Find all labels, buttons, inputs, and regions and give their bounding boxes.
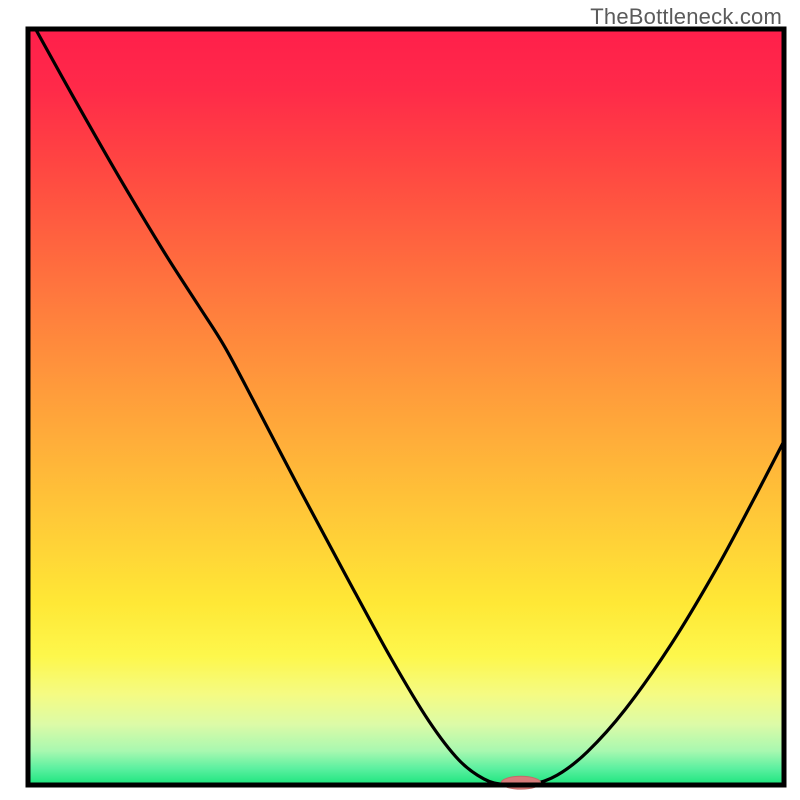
chart-background (28, 29, 784, 785)
chart-container: TheBottleneck.com (0, 0, 800, 800)
bottleneck-chart (0, 0, 800, 800)
watermark-text: TheBottleneck.com (590, 4, 782, 30)
